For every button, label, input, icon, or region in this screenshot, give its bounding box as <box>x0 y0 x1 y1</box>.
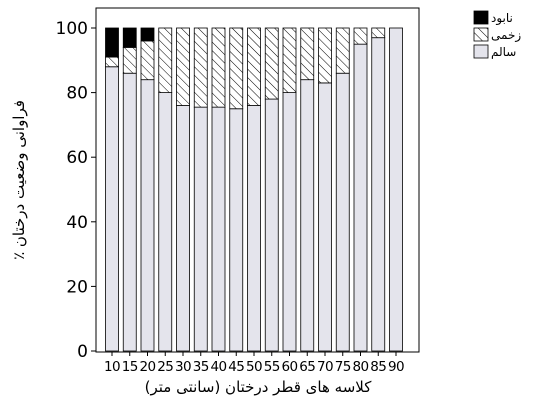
y-tick-label: 20 <box>66 277 88 297</box>
bar-segment-10-s2 <box>105 27 119 58</box>
x-axis: 10 15 20 25 30 35 40 45 50 55 60 65 70 75 80 85 90 <box>104 352 405 375</box>
x-tick-label: 90 <box>388 359 404 375</box>
bar-segment-35-s0 <box>193 106 208 352</box>
plot-area-frame <box>95 7 420 353</box>
bar-segment-55-s1 <box>264 27 279 100</box>
x-tick-label: 85 <box>370 359 386 375</box>
legend-label: سالم <box>491 45 516 59</box>
bar-segment-75-s0 <box>335 72 350 352</box>
x-tick-label: 40 <box>211 359 227 375</box>
bar-segment-30-s0 <box>176 105 190 352</box>
bar-segment-45-s0 <box>229 108 244 352</box>
x-tick-label: 15 <box>122 359 138 375</box>
bar-segment-20-s2 <box>140 27 155 42</box>
legend-swatch <box>473 44 489 59</box>
legend-swatch <box>473 10 489 25</box>
bar-segment-65-s0 <box>300 79 315 352</box>
x-tick-label: 60 <box>282 359 298 375</box>
bar-segment-25-s1 <box>158 27 173 93</box>
bar-segment-85-s0 <box>371 37 386 352</box>
bar-segment-90-s0 <box>389 27 403 352</box>
bar-segment-70-s0 <box>318 82 332 352</box>
bar-segment-10-s1 <box>105 56 119 68</box>
bar-segment-15-s1 <box>122 46 137 74</box>
x-tick-label: 25 <box>157 359 173 375</box>
bar-segment-25-s0 <box>158 92 173 352</box>
y-tick-label: 0 <box>77 342 88 362</box>
bar-segment-60-s1 <box>282 27 297 93</box>
bar-segment-45-s1 <box>229 27 244 110</box>
bar-segment-35-s1 <box>193 27 208 108</box>
legend-swatch <box>473 27 489 42</box>
bar-segment-50-s1 <box>247 27 261 106</box>
x-tick-label: 65 <box>299 359 315 375</box>
y-tick-label: 60 <box>66 148 88 168</box>
bar-segment-20-s0 <box>140 79 155 352</box>
bar-segment-80-s1 <box>353 27 368 45</box>
x-tick-label: 80 <box>353 359 369 375</box>
bar-segment-75-s1 <box>335 27 350 74</box>
x-tick-label: 35 <box>193 359 209 375</box>
bar-segment-40-s0 <box>211 106 226 352</box>
x-tick-label: 70 <box>317 359 333 375</box>
bar-segment-40-s1 <box>211 27 226 108</box>
bars-group <box>105 27 403 352</box>
bar-segment-50-s0 <box>247 105 261 352</box>
y-axis: 0 20 40 60 80 100 <box>56 19 96 362</box>
bar-segment-85-s1 <box>371 27 386 39</box>
bar-segment-30-s1 <box>176 27 190 106</box>
bar-segment-70-s1 <box>318 27 332 84</box>
x-tick-label: 75 <box>335 359 351 375</box>
x-tick-label: 20 <box>140 359 156 375</box>
legend-label: نابود <box>491 11 513 26</box>
x-tick-label: 30 <box>175 359 191 375</box>
bar-segment-60-s0 <box>282 92 297 352</box>
y-axis-title: ٪ فراوانی وضعیت درختان <box>10 100 28 260</box>
legend-label: زخمی <box>491 28 521 43</box>
bar-segment-10-s0 <box>105 66 119 352</box>
x-tick-label: 45 <box>228 359 244 375</box>
x-tick-label: 55 <box>264 359 280 375</box>
bar-segment-20-s1 <box>140 40 155 81</box>
bar-segment-15-s0 <box>122 72 137 352</box>
bar-segment-65-s1 <box>300 27 315 81</box>
x-tick-label: 10 <box>104 359 120 375</box>
bar-segment-80-s0 <box>353 43 368 352</box>
x-axis-title: کلاسه های قطر درختان (سانتی متر) <box>145 378 373 396</box>
y-tick-label: 80 <box>66 84 88 104</box>
y-tick-label: 100 <box>56 19 88 39</box>
y-tick-label: 40 <box>66 213 88 233</box>
legend: نابود زخمی سالم <box>473 10 521 59</box>
bar-segment-15-s2 <box>122 27 137 48</box>
bar-segment-55-s0 <box>264 98 279 352</box>
x-tick-label: 50 <box>246 359 262 375</box>
